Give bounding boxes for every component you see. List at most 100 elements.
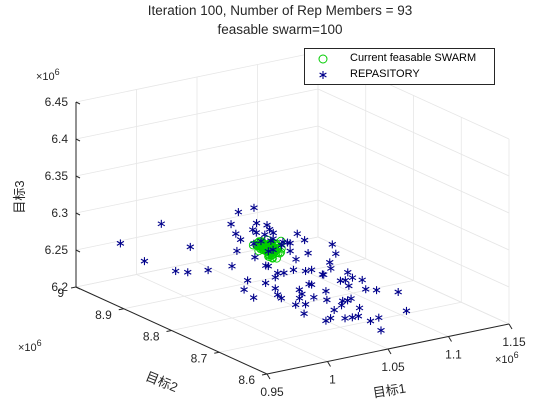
circle-marker-icon	[318, 54, 328, 64]
repository-point	[116, 239, 125, 248]
repository-point	[293, 229, 302, 238]
repository-point	[327, 264, 335, 273]
repository-point	[171, 267, 180, 276]
z-tick-mark	[75, 175, 81, 179]
repository-point	[250, 203, 258, 212]
axes	[70, 101, 513, 380]
repository-point	[305, 280, 313, 289]
x-tick-mark	[508, 323, 513, 330]
y-tick-mark	[118, 308, 124, 311]
repository-point	[348, 273, 357, 282]
y-tick-mark	[261, 373, 268, 376]
repository-point	[345, 281, 353, 290]
grid-line	[219, 301, 462, 353]
repository-point	[261, 279, 270, 287]
repository-point	[261, 230, 269, 239]
y-tick-label: 9	[57, 286, 64, 300]
chart-title-line-1: Iteration 100, Number of Rep Members = 9…	[147, 3, 413, 18]
y-tick-label: 8.6	[238, 373, 255, 387]
repository-point	[292, 255, 300, 264]
repository-point	[326, 314, 335, 323]
grid-line	[317, 88, 510, 177]
repository-point	[322, 316, 330, 325]
repository-point	[286, 247, 294, 256]
repository-point	[273, 269, 282, 278]
x-tick-label: 1	[329, 373, 336, 387]
repository-point	[227, 220, 235, 229]
repository-point	[341, 276, 350, 285]
y-tick-mark	[70, 286, 77, 289]
x-tick-mark	[387, 348, 392, 355]
repository-point	[337, 301, 346, 310]
repository-point	[186, 242, 195, 251]
grid-line	[317, 125, 510, 214]
grid-line	[123, 258, 366, 310]
repository-point	[140, 257, 149, 266]
z-tick-mark	[75, 249, 81, 253]
repository-point	[250, 239, 258, 248]
z-tick-mark	[75, 286, 81, 290]
x-tick-mark	[266, 373, 271, 380]
y-axis-label: 目标2	[143, 369, 179, 395]
grid-lines	[75, 51, 510, 375]
legend-label-repository: REPASITORY	[350, 68, 420, 80]
repository-point	[301, 300, 310, 309]
repository-point	[330, 306, 338, 314]
repository-point	[271, 284, 280, 293]
repository-point	[234, 208, 243, 217]
asterisk-marker-icon	[319, 71, 327, 79]
legend-label-swarm: Current feasable SWARM	[350, 52, 477, 64]
repository-point	[300, 236, 309, 245]
repository-point	[328, 240, 337, 249]
x-multiplier: ×106	[495, 350, 519, 366]
legend-item-repository: REPASITORY	[305, 67, 494, 83]
repository-point	[243, 276, 252, 285]
repository-point	[228, 262, 236, 271]
z-tick-label: 6.45	[45, 95, 69, 109]
x-tick-mark	[327, 361, 331, 367]
repository-point	[343, 268, 352, 277]
repository-point	[377, 326, 385, 335]
repository-point	[261, 261, 270, 270]
repository-point	[361, 285, 370, 294]
z-tick-mark	[75, 138, 81, 142]
x-tick-mark	[448, 336, 452, 342]
repository-point	[300, 309, 308, 318]
repository-point	[248, 225, 257, 234]
y-tick-label: 8.7	[191, 351, 208, 365]
repository-point	[358, 275, 366, 284]
y-tick-mark	[166, 330, 172, 332]
repository-point	[394, 288, 402, 296]
repository-point	[336, 276, 345, 285]
repository-point	[252, 228, 261, 237]
chart-title-line-2: feasable swarm=100	[217, 22, 343, 37]
y-tick-label: 8.9	[95, 308, 112, 322]
repository-point	[322, 287, 330, 296]
repository-point	[304, 249, 312, 258]
legend-item-swarm: Current feasable SWARM	[305, 51, 494, 67]
swarm-point	[254, 246, 263, 256]
z-tick-label: 6.4	[51, 132, 68, 146]
repository-point	[318, 270, 327, 279]
repository-point	[372, 286, 381, 295]
repository-point	[286, 239, 294, 248]
repository-point	[249, 293, 258, 302]
repository-point	[301, 267, 310, 276]
x-tick-label: 1.15	[502, 335, 526, 349]
repository-point	[240, 285, 248, 294]
repository-point	[257, 237, 265, 246]
grid-line	[171, 280, 414, 331]
repository-point	[332, 249, 340, 258]
repository-point	[307, 265, 316, 274]
repository-point	[264, 247, 273, 256]
swarm-point	[254, 237, 264, 246]
grid-line	[317, 199, 510, 288]
repository-point	[289, 265, 298, 274]
repository-point	[375, 313, 383, 322]
repository-point	[354, 312, 363, 321]
x-tick-label: 1.05	[381, 360, 405, 374]
z-multiplier: ×106	[36, 67, 60, 83]
grid-line	[75, 125, 319, 177]
grid-line	[75, 88, 319, 140]
